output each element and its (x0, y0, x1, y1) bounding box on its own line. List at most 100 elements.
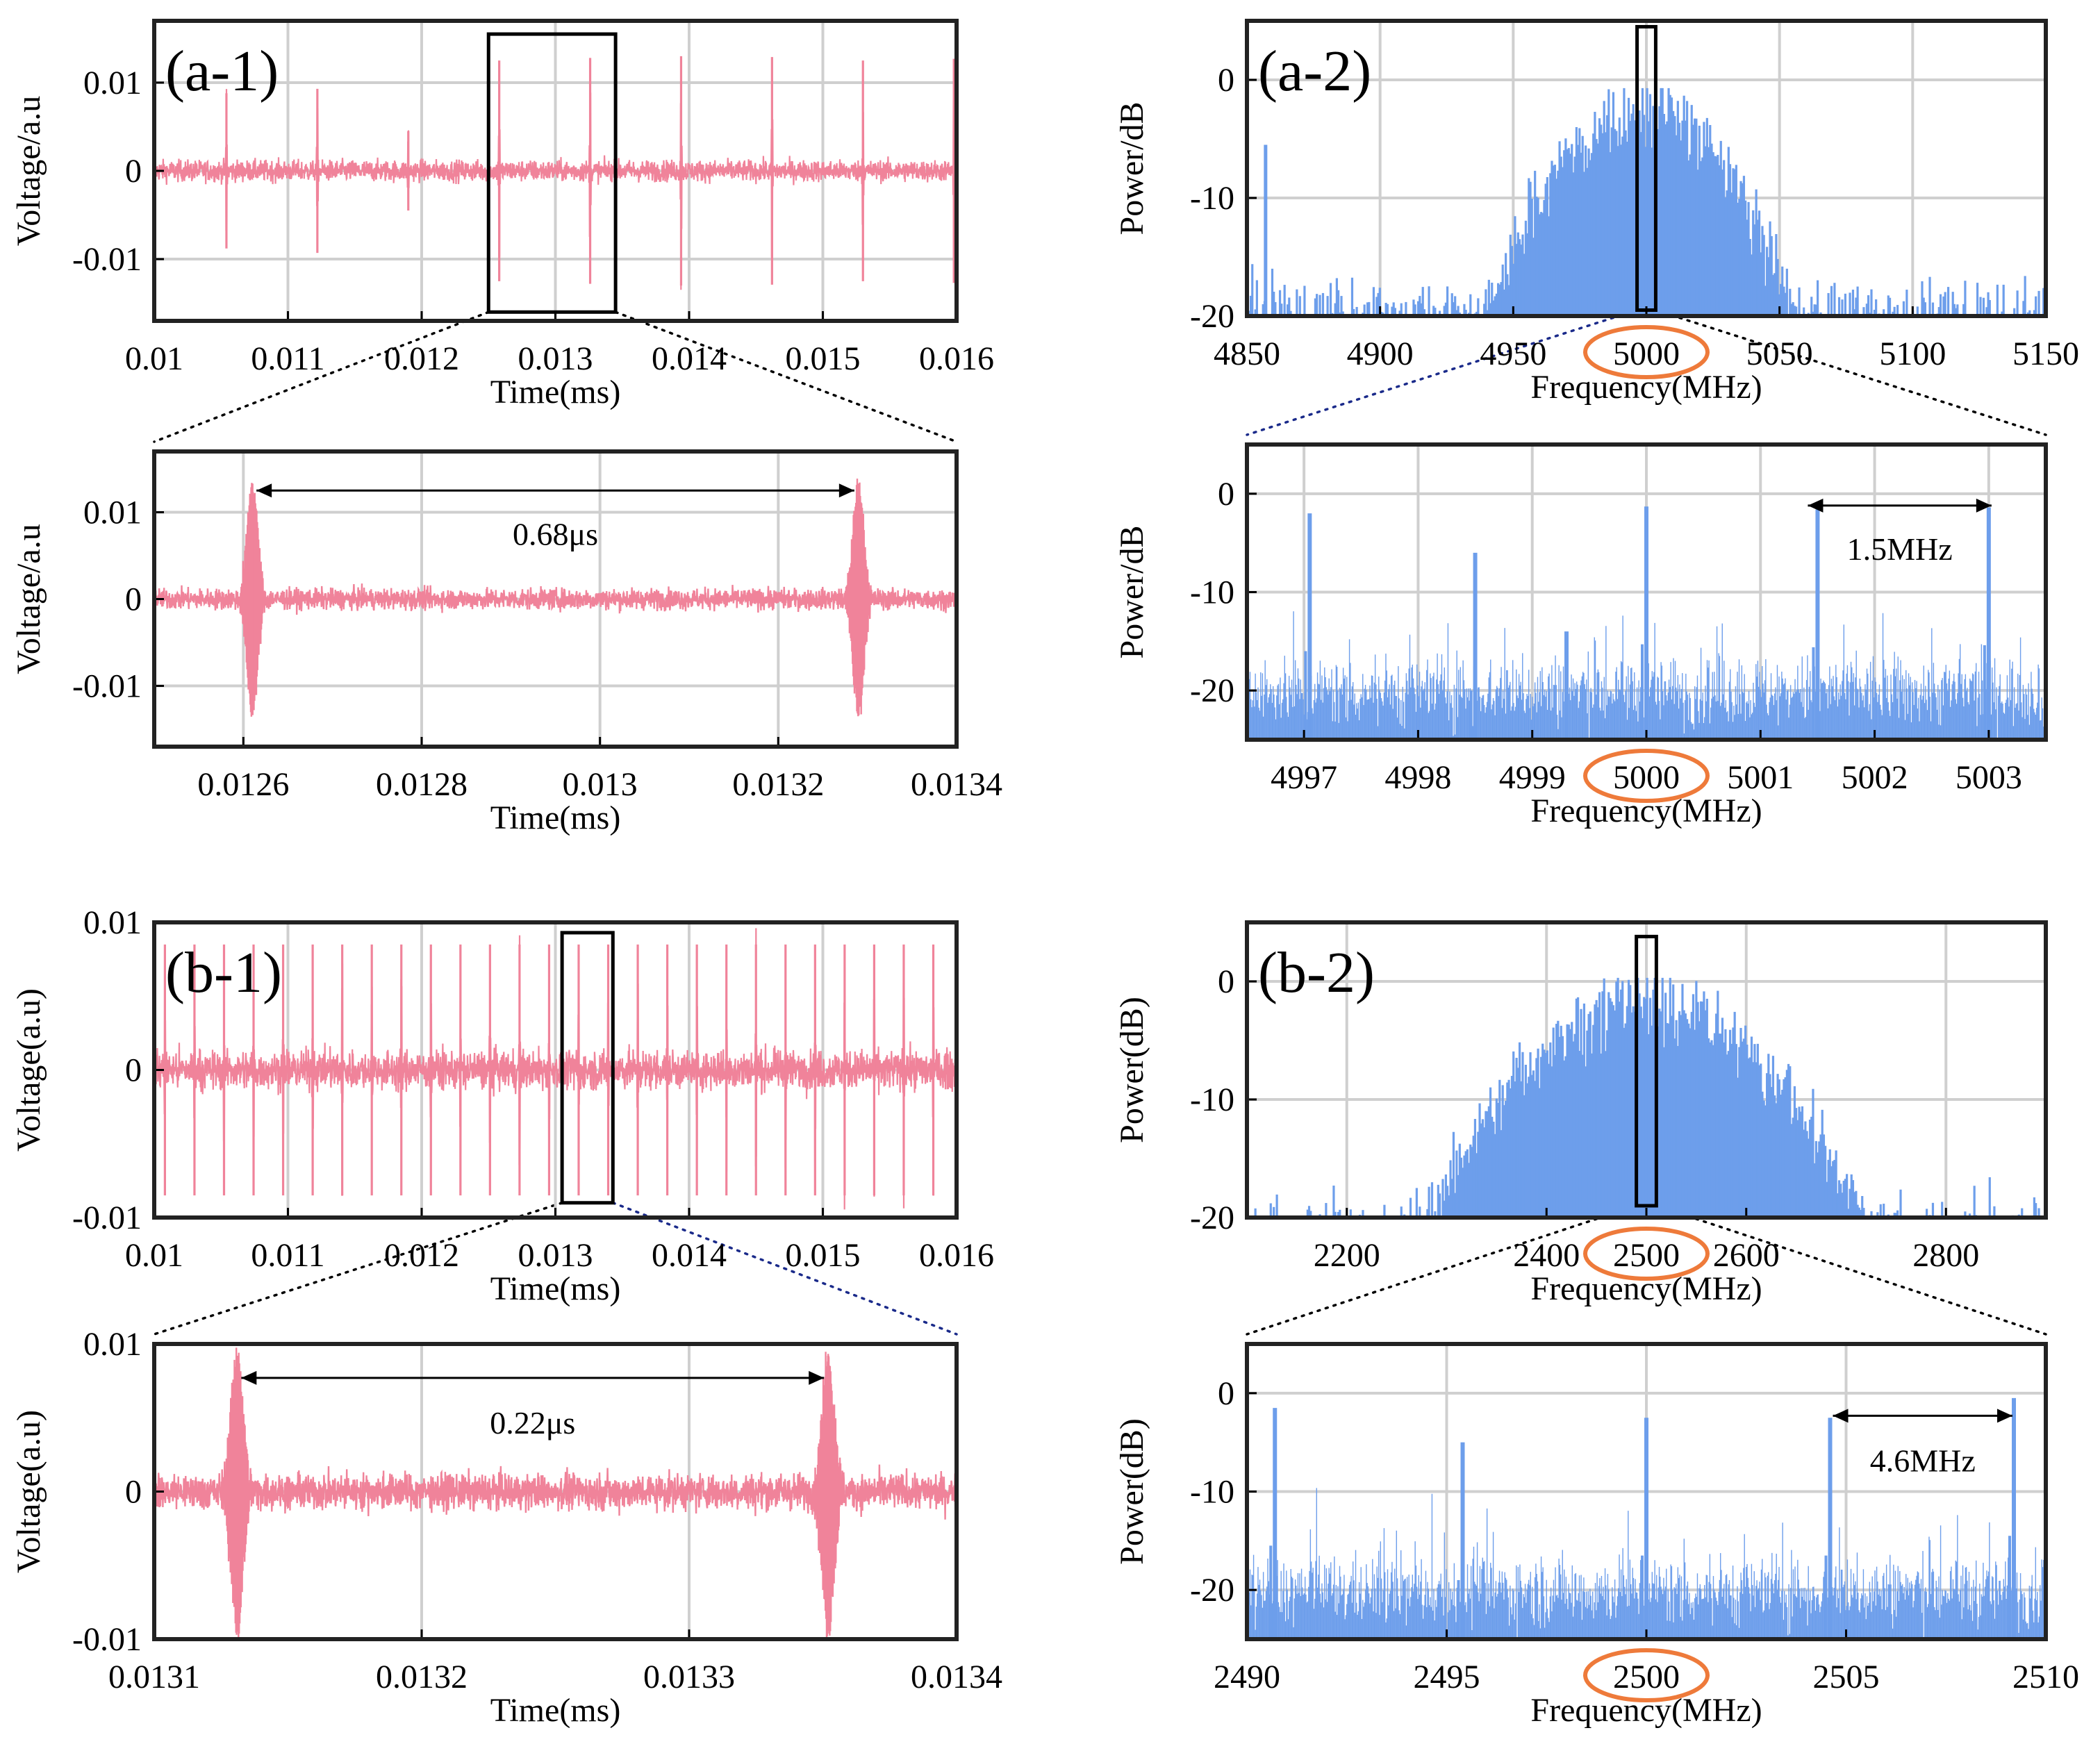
x-tick-label: 2200 (1314, 1237, 1380, 1274)
y-tick-label: -20 (1190, 298, 1234, 335)
signal-trace (154, 58, 957, 290)
y-axis-label: Power(dB) (1114, 1418, 1150, 1565)
x-tick-label: 4997 (1271, 759, 1337, 796)
x-tick-label: 0.01 (125, 1237, 183, 1274)
y-tick-label: -0.01 (72, 241, 142, 278)
plot-border (1245, 920, 2048, 1220)
x-tick-label: 2510 (2012, 1659, 2079, 1695)
x-tick-label: 0.014 (652, 1237, 727, 1274)
x-tick-label: 4900 (1347, 335, 1414, 372)
y-tick-label: 0 (125, 581, 142, 618)
x-tick-label: 2490 (1214, 1659, 1280, 1695)
x-tick-label: 0.014 (652, 340, 727, 377)
plot-area (1247, 506, 2046, 740)
x-tick-label: 0.011 (251, 340, 324, 377)
x-axis-label: Frequency(MHz) (1530, 1270, 1762, 1307)
x-tick-label: 0.016 (919, 340, 994, 377)
plot-border (152, 1342, 959, 1641)
tick-labels: 2490 2495 2500 2505 2510 -20 -10 0 (1190, 1375, 2079, 1695)
x-tick-label: 5000 (1613, 335, 1680, 372)
y-tick-label: 0.01 (83, 1326, 142, 1363)
x-tick-label: 0.013 (563, 766, 638, 803)
panel-a1-zoom: 0.0126 0.0128 0.013 0.0132 0.0134 -0.01 0 0.01 T… (10, 449, 1002, 836)
span-label: 4.6MHz (1870, 1443, 1976, 1478)
y-axis-label: Voltage(a.u) (10, 1410, 47, 1573)
x-tick-label: 2400 (1513, 1237, 1580, 1274)
y-axis-label: Power/dB (1114, 526, 1150, 659)
x-tick-label: 0.0132 (376, 1659, 468, 1695)
plot-area (154, 928, 957, 1210)
zoom-box (1635, 934, 1658, 1208)
y-tick-label: -20 (1190, 1199, 1234, 1236)
panel-b2: 2200 2400 2500 2600 2800 -20 -10 0 Frequency(MHz… (1114, 920, 2048, 1307)
x-tick-label: 2505 (1813, 1659, 1880, 1695)
tick-labels: 4850 4900 4950 5000 5050 5100 5150 -20 -10 0 (1190, 62, 2079, 372)
span-label: 1.5MHz (1847, 531, 1953, 567)
zoom-connector-line (611, 1202, 958, 1336)
x-tick-label: 0.013 (518, 1237, 593, 1274)
panel-label: (a-1) (165, 39, 279, 103)
x-tick-label: 0.0131 (108, 1659, 200, 1695)
tick-labels: 0.01 0.011 0.012 0.013 0.014 0.015 0.016 -0.01 0… (72, 65, 994, 377)
x-tick-label: 5002 (1842, 759, 1908, 796)
y-tick-label: 0 (125, 1474, 142, 1511)
signal-trace (154, 928, 957, 1210)
x-tick-label: 0.0134 (911, 1659, 1002, 1695)
y-tick-label: -20 (1190, 1572, 1234, 1609)
zoom-connector-line (153, 310, 490, 443)
y-tick-label: 0 (1218, 476, 1234, 513)
zoom-connector-line (1246, 1204, 1638, 1336)
signal-trace (154, 479, 957, 717)
span-arrow-head-right (1997, 1409, 2012, 1423)
span-label: 0.68μs (513, 516, 598, 551)
plot-border (152, 449, 959, 749)
x-tick-label: 0.012 (384, 340, 459, 377)
x-tick-label: 0.011 (251, 1237, 324, 1274)
span-arrow-head-left (256, 483, 272, 498)
x-axis-label: Time(ms) (490, 1270, 621, 1307)
x-tick-label: 5001 (1727, 759, 1794, 796)
y-axis-label: Power(dB) (1114, 997, 1150, 1143)
x-tick-label: 2495 (1414, 1659, 1480, 1695)
y-tick-label: -0.01 (72, 1621, 142, 1658)
panel-b2-zoom: 2490 2495 2500 2505 2510 -20 -10 0 Frequency(MHz… (1114, 1342, 2079, 1729)
x-tick-label: 0.012 (384, 1237, 459, 1274)
y-tick-label: -20 (1190, 672, 1234, 709)
x-tick-label: 2500 (1613, 1659, 1680, 1695)
x-axis-label: Frequency(MHz) (1530, 369, 1762, 406)
y-tick-label: -10 (1190, 180, 1234, 217)
plot-border (1245, 1342, 2048, 1641)
zoom-connector-line (1654, 308, 2047, 436)
x-tick-label: 2500 (1613, 1237, 1680, 1274)
x-tick-label: 5100 (1879, 335, 1946, 372)
panel-label: (b-1) (165, 940, 282, 1005)
x-tick-label: 0.015 (786, 340, 861, 377)
plot-area (154, 1347, 957, 1639)
x-tick-label: 5050 (1746, 335, 1813, 372)
span-arrow-head-right (838, 483, 854, 498)
panel-b1-zoom: 0.0131 0.0132 0.0133 0.0134 -0.01 0 0.01 Time(m… (10, 1326, 1002, 1729)
y-tick-label: 0 (125, 1052, 142, 1089)
plot-area (154, 56, 957, 290)
x-tick-label: 0.0132 (732, 766, 824, 803)
panels: 0.01 0.011 0.012 0.013 0.014 0.015 0.016-0.010… (10, 19, 2079, 1729)
plot-border (1245, 19, 2048, 318)
x-axis-label: Time(ms) (490, 1692, 621, 1729)
y-tick-label: -10 (1190, 1474, 1234, 1511)
y-tick-label: 0 (1218, 62, 1234, 99)
y-tick-label: -10 (1190, 574, 1234, 611)
x-tick-label: 0.01 (125, 340, 183, 377)
x-axis-label: Time(ms) (490, 374, 621, 410)
y-tick-label: 0 (125, 153, 142, 190)
highlight-ring (1583, 1648, 1710, 1702)
plot-border (152, 19, 959, 323)
y-axis-label: Voltage(a.u) (10, 988, 47, 1152)
zoom-connector-line (1246, 308, 1639, 436)
zoom-box (486, 32, 618, 314)
zoom-connector-line (1655, 1204, 2047, 1336)
x-tick-label: 2600 (1713, 1237, 1780, 1274)
y-tick-label: -10 (1190, 1081, 1234, 1118)
x-axis-label: Frequency(MHz) (1530, 792, 1762, 829)
x-tick-label: 5150 (2012, 335, 2079, 372)
